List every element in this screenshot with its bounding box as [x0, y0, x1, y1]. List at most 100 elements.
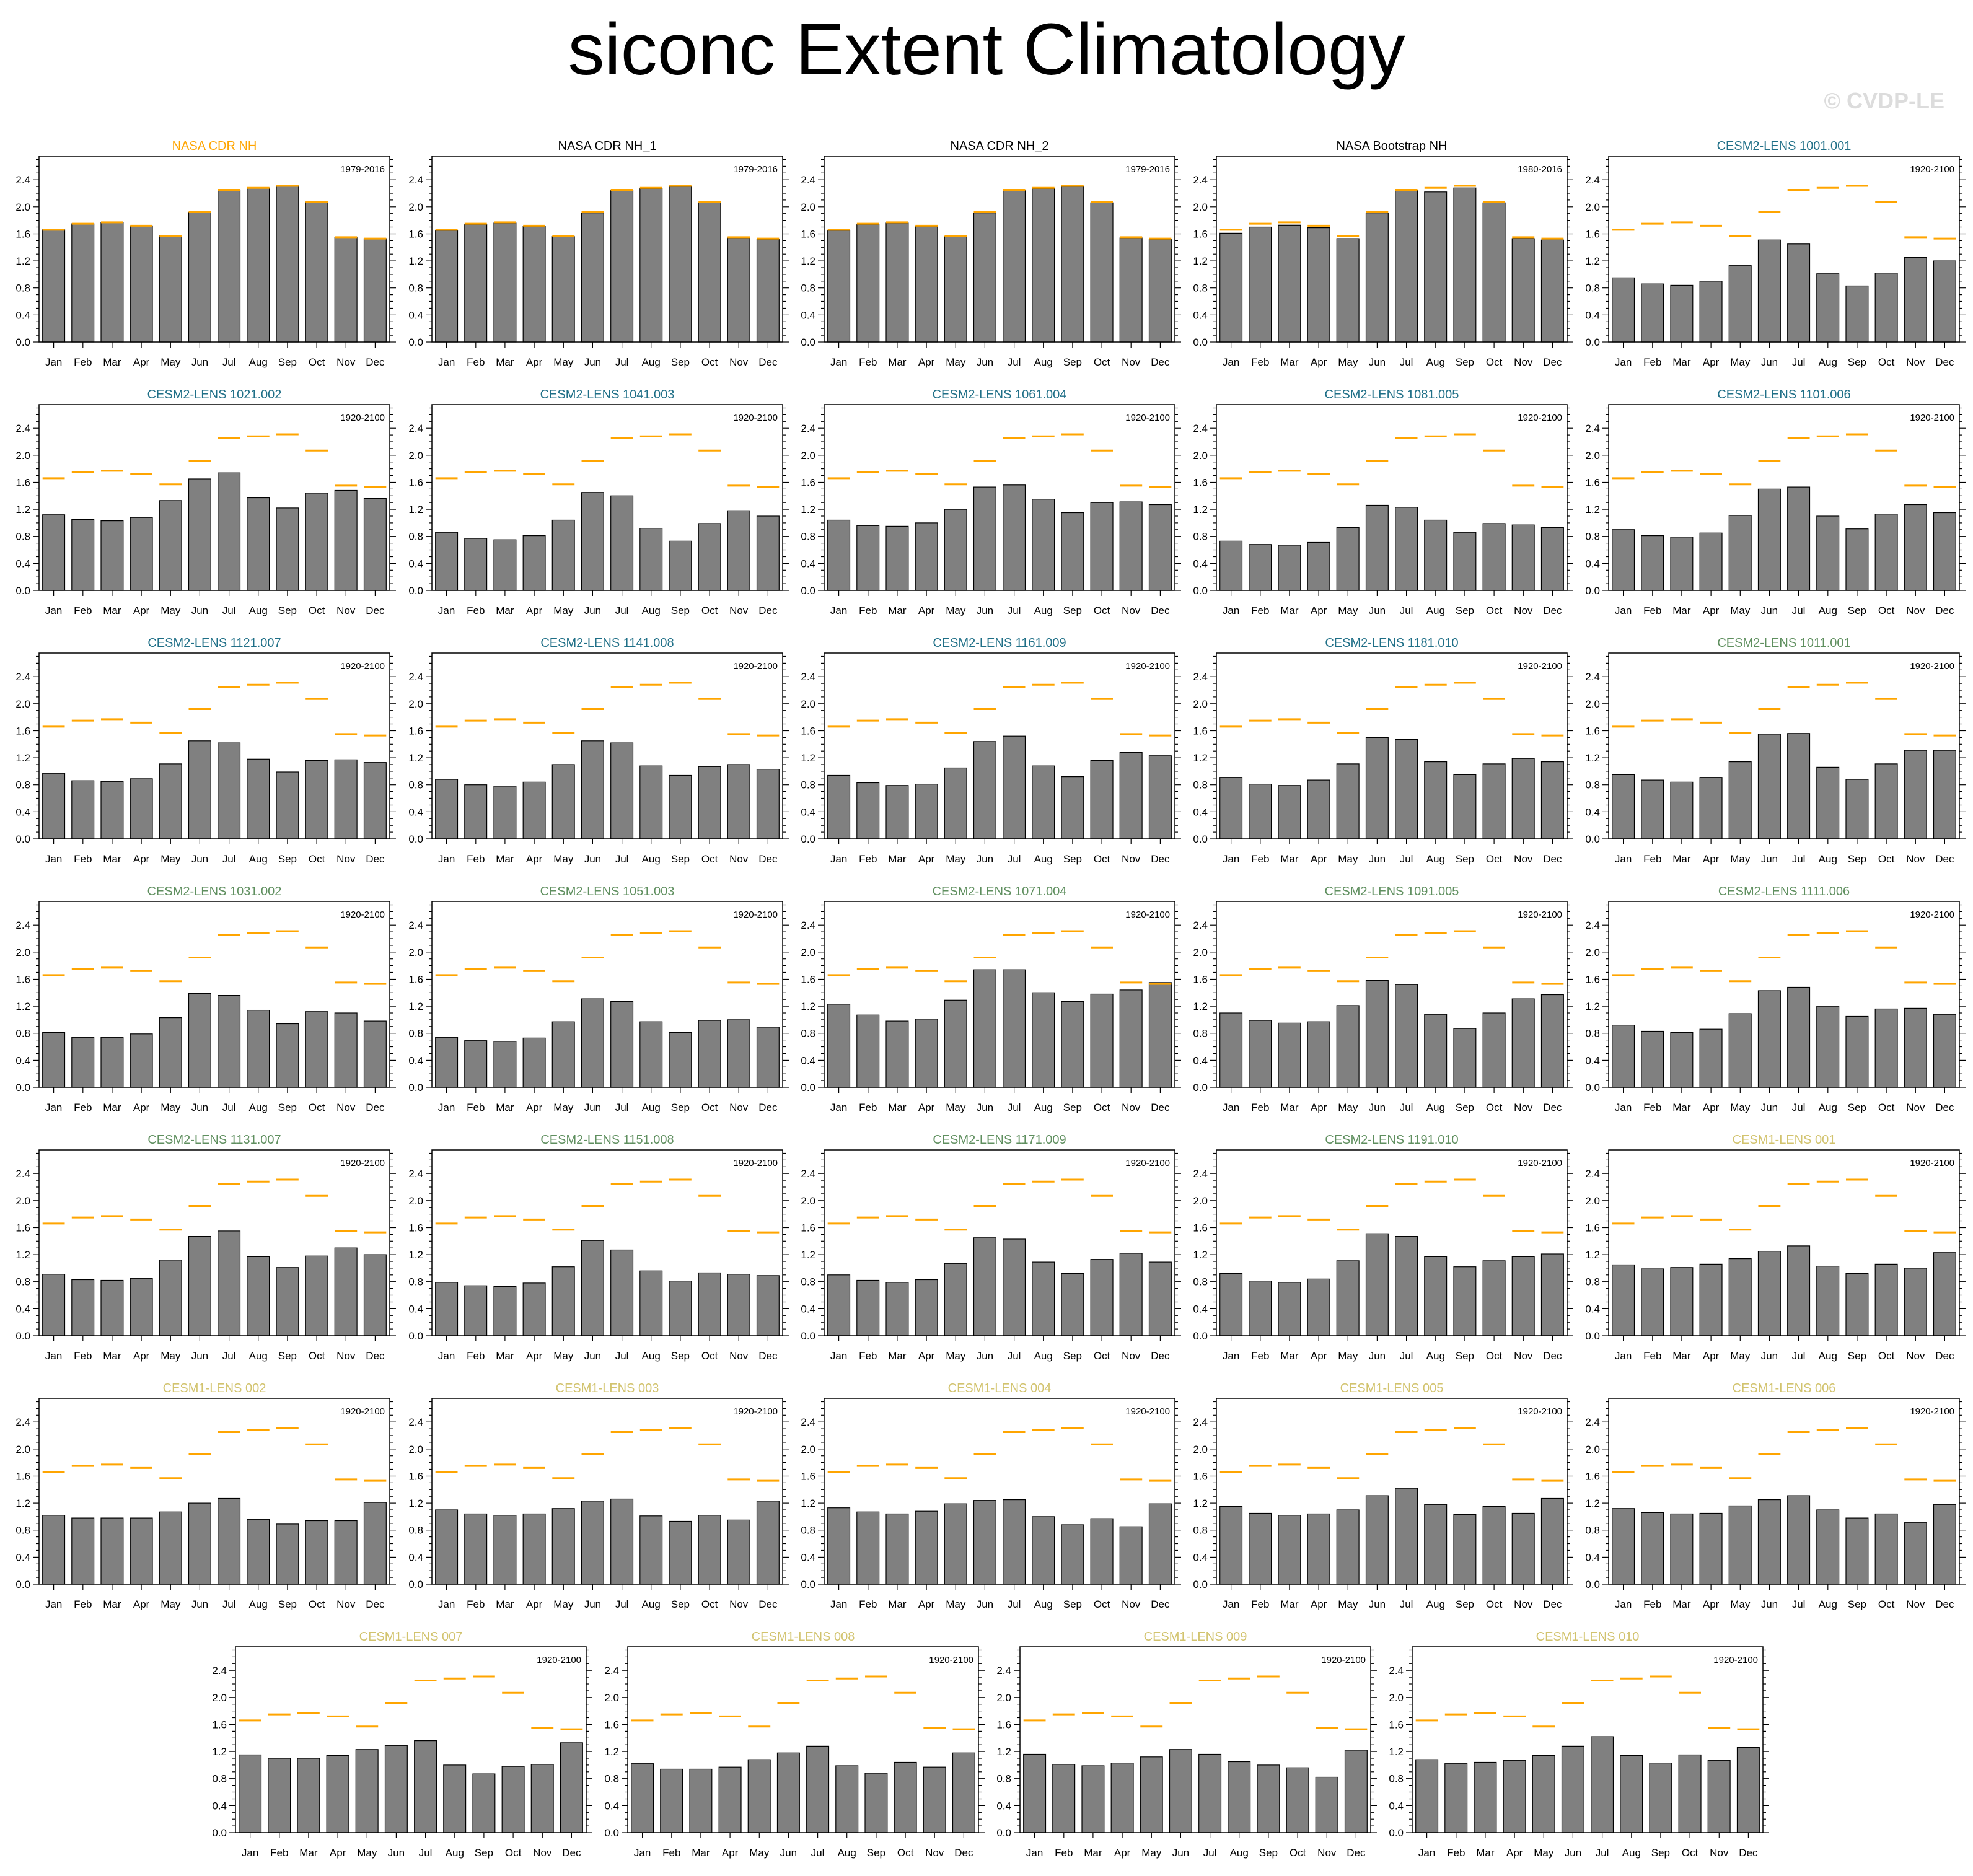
x-tick-label: Jan: [1615, 605, 1632, 616]
bar: [1219, 1012, 1243, 1088]
panel-title: CESM1-LENS 010: [1536, 1630, 1640, 1644]
x-tick-label: Nov: [729, 356, 749, 368]
y-tick-label: 2.4: [604, 1665, 619, 1677]
x-tick-label: Sep: [1651, 1847, 1670, 1859]
bar: [188, 478, 211, 591]
x-tick-label: Jun: [191, 356, 208, 368]
x-tick-label: Feb: [1643, 1598, 1661, 1610]
y-tick-label: 1.2: [1585, 752, 1600, 764]
x-tick-label: Mar: [1280, 853, 1299, 865]
bar: [1365, 213, 1389, 343]
y-tick-label: 1.6: [1193, 1222, 1208, 1234]
y-tick-label: 0.4: [1585, 309, 1600, 321]
chart-panel: CESM2-LENS 1011.001 0.0 0.4 0.8 1.2 1.6 2.0 2.4…: [1585, 636, 1966, 865]
x-tick-label: Sep: [1063, 1102, 1082, 1113]
bar: [305, 760, 328, 839]
y-tick-label: 2.4: [996, 1665, 1011, 1677]
x-tick-label: Oct: [897, 1847, 914, 1859]
bar: [1003, 735, 1026, 839]
y-tick-label: 2.0: [604, 1692, 619, 1704]
y-tick-label: 0.8: [1193, 1028, 1208, 1040]
year-range-label: 1980-2016: [1518, 164, 1562, 175]
y-tick-label: 0.8: [212, 1773, 227, 1785]
bar: [435, 1509, 459, 1585]
y-tick-label: 0.8: [15, 1525, 30, 1536]
year-range-label: 1920-2100: [1125, 910, 1170, 920]
bar: [835, 1765, 859, 1833]
bar: [363, 497, 387, 591]
bar: [1395, 984, 1418, 1088]
x-tick-label: Jan: [438, 605, 455, 616]
x-tick-label: Sep: [1848, 1102, 1866, 1113]
x-tick-label: Dec: [1935, 1598, 1954, 1610]
year-range-label: 1920-2100: [1910, 413, 1954, 423]
chart-panel: CESM2-LENS 1001.001 0.0 0.4 0.8 1.2 1.6 2.0 2.4…: [1585, 139, 1966, 368]
chart-panel: CESM2-LENS 1081.005 0.0 0.4 0.8 1.2 1.6 2.0 2.4…: [1193, 388, 1573, 616]
y-tick-label: 0.0: [801, 833, 815, 845]
bar: [885, 785, 909, 839]
x-tick-label: Aug: [642, 356, 661, 368]
bar: [218, 1230, 241, 1336]
panel-title: CESM2-LENS 1111.006: [1718, 885, 1850, 898]
bar: [1670, 781, 1694, 839]
x-tick-label: May: [553, 853, 574, 865]
x-tick-label: Aug: [1622, 1847, 1641, 1859]
x-tick-label: May: [1141, 1847, 1162, 1859]
x-tick-label: Feb: [1643, 1102, 1661, 1113]
bar: [1278, 545, 1301, 591]
y-tick-label: 1.6: [801, 229, 815, 240]
x-tick-label: Aug: [249, 1102, 268, 1113]
bar: [973, 213, 996, 343]
bar: [973, 741, 996, 839]
bar: [1249, 783, 1272, 839]
bar: [1249, 1512, 1272, 1585]
x-tick-label: Apr: [722, 1847, 739, 1859]
panel-title: CESM2-LENS 1151.008: [540, 1133, 674, 1147]
plot-frame: [824, 1398, 1175, 1585]
bar: [1511, 524, 1535, 591]
x-tick-label: Feb: [1251, 1598, 1269, 1610]
bar: [756, 515, 780, 591]
y-tick-label: 2.0: [408, 450, 423, 462]
x-tick-label: Nov: [1122, 356, 1141, 368]
bar: [1699, 1263, 1723, 1336]
bar: [894, 1761, 917, 1833]
x-tick-label: Sep: [475, 1847, 493, 1859]
bar: [1061, 776, 1084, 839]
plot-frame: [1412, 1646, 1764, 1833]
x-tick-label: Jun: [780, 1847, 797, 1859]
plot-frame: [431, 901, 783, 1088]
y-tick-label: 0.0: [15, 336, 30, 348]
x-tick-label: Sep: [278, 1102, 297, 1113]
bar: [71, 780, 95, 839]
year-range-label: 1920-2100: [733, 910, 778, 920]
x-tick-label: Apr: [526, 853, 543, 865]
bar: [414, 1740, 437, 1833]
year-range-label: 1920-2100: [1910, 1406, 1954, 1417]
x-tick-label: May: [946, 605, 966, 616]
bar: [297, 1758, 320, 1833]
x-tick-label: Jun: [1761, 853, 1778, 865]
x-tick-label: Jan: [438, 356, 455, 368]
bar: [1090, 502, 1114, 591]
x-tick-label: Apr: [133, 605, 150, 616]
x-tick-label: Jul: [1008, 1350, 1021, 1362]
bar: [435, 532, 459, 591]
bar: [1933, 1014, 1956, 1088]
bar: [1052, 1764, 1076, 1833]
x-tick-label: Feb: [1643, 1350, 1661, 1362]
x-tick-label: Jul: [615, 356, 629, 368]
chart-panel: CESM2-LENS 1061.004 0.0 0.4 0.8 1.2 1.6 2.0 2.4…: [801, 388, 1181, 616]
x-tick-label: Apr: [526, 1102, 543, 1113]
bar: [1365, 980, 1389, 1088]
x-tick-label: Apr: [918, 605, 935, 616]
y-tick-label: 1.2: [15, 1001, 30, 1012]
x-tick-label: Mar: [888, 605, 907, 616]
x-tick-label: Jun: [1369, 356, 1386, 368]
x-tick-label: Feb: [1251, 1350, 1269, 1362]
bar: [276, 1023, 299, 1088]
x-tick-label: Sep: [1848, 853, 1866, 865]
x-tick-label: Apr: [526, 605, 543, 616]
x-tick-label: Sep: [1456, 1102, 1474, 1113]
y-tick-label: 2.0: [408, 947, 423, 958]
